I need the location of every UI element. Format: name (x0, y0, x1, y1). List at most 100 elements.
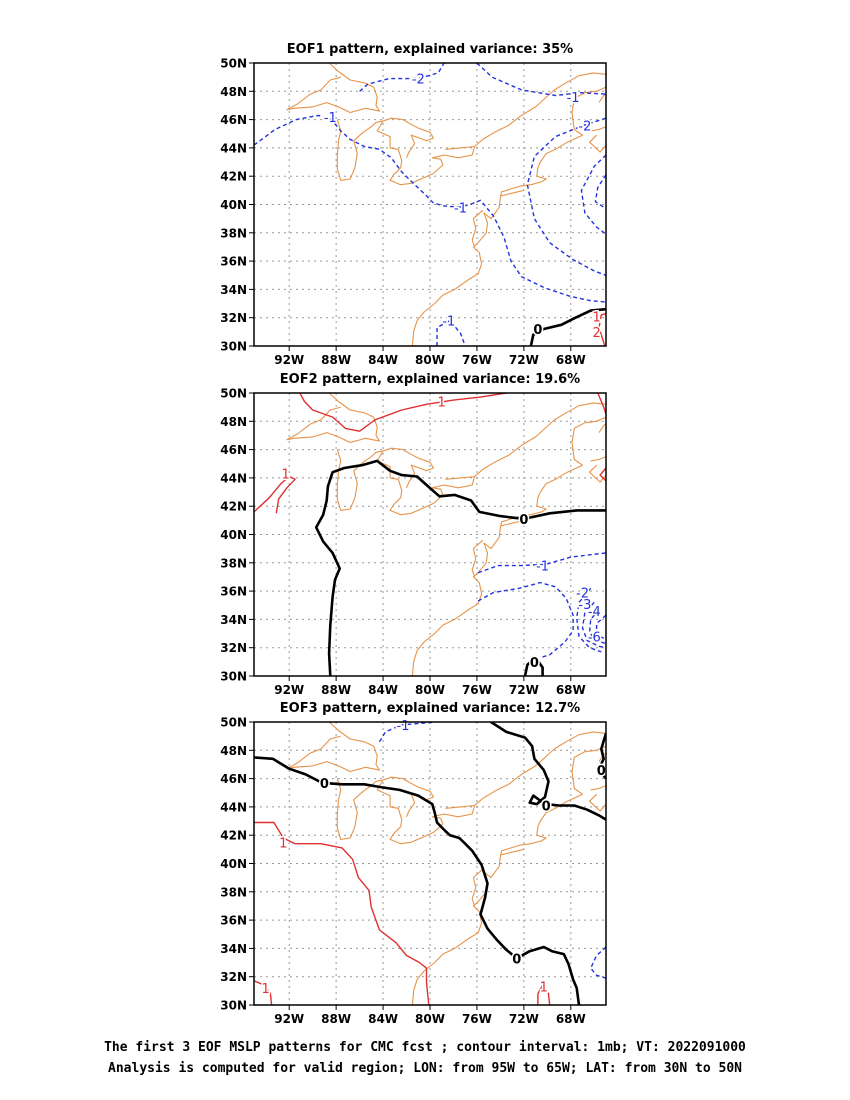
contour-label: 2 (592, 326, 600, 341)
y-tick-label: 32N (220, 641, 247, 655)
coastline (286, 63, 606, 346)
x-tick-label: 68W (556, 683, 586, 697)
x-tick-label: 92W (274, 683, 304, 697)
positive-contour (254, 821, 430, 1005)
contour-label: -1 (442, 315, 455, 330)
contour-label: 0 (597, 764, 606, 779)
panel-title: EOF1 pattern, explained variance: 35% (287, 42, 573, 57)
x-tick-label: 88W (321, 683, 351, 697)
contour-label: -2 (576, 587, 589, 602)
negative-contour (594, 174, 606, 210)
y-tick-label: 50N (220, 716, 247, 730)
contour-label: 1 (279, 836, 287, 851)
x-tick-labels: 92W 88W 84W 80W 76W 72W 68W (274, 1012, 586, 1026)
x-tick-label: 72W (509, 1012, 539, 1026)
y-tick-label: 30N (220, 670, 247, 684)
contour-label: 1 (282, 468, 290, 483)
contour-label: 0 (320, 777, 329, 792)
negative-contour (526, 117, 606, 276)
contour-label: -2 (578, 119, 591, 134)
contour-label: -1 (324, 111, 337, 126)
x-tick-labels: 92W 88W 84W 80W 76W 72W 68W (274, 353, 586, 367)
x-tick-label: 80W (415, 1012, 445, 1026)
x-tick-label: 84W (368, 353, 398, 367)
y-tick-label: 32N (220, 311, 247, 325)
caption-line-2: Analysis is computed for valid region; L… (108, 1061, 742, 1076)
y-tick-labels: 50N 48N 46N 44N 42N 40N 38N 36N 34N 32N 30N (220, 387, 247, 684)
y-tick-labels: 50N 48N 46N 44N 42N 40N 38N 36N 34N 32N 30N (220, 716, 247, 1013)
axis-ticks (249, 392, 572, 681)
y-tick-label: 38N (220, 885, 247, 899)
y-tick-label: 44N (220, 800, 247, 814)
positive-contour (299, 393, 507, 432)
positive-contour (597, 393, 606, 415)
y-tick-label: 40N (220, 857, 247, 871)
contour-label: 0 (512, 952, 521, 967)
y-tick-label: 40N (220, 198, 247, 212)
x-tick-label: 72W (509, 683, 539, 697)
y-tick-label: 42N (220, 170, 247, 184)
positive-contour (537, 984, 551, 1005)
caption-line-1: The first 3 EOF MSLP patterns for CMC fc… (104, 1040, 746, 1055)
y-tick-label: 36N (220, 255, 247, 269)
x-tick-label: 88W (321, 353, 351, 367)
zero-contour (523, 656, 544, 676)
y-tick-label: 50N (220, 387, 247, 401)
negative-contour (590, 946, 606, 979)
negative-contour (476, 63, 606, 97)
y-tick-label: 30N (220, 340, 247, 354)
y-tick-label: 42N (220, 500, 247, 514)
x-tick-label: 80W (415, 683, 445, 697)
eof-panel-1: -2 -1 -1 -2 -1 -1 0 12 92W 88W 84W 80W 76W 72W 68W 50N 4… (220, 42, 607, 367)
contour-label: 0 (530, 656, 539, 671)
y-tick-label: 42N (220, 829, 247, 843)
negative-contour (378, 722, 436, 743)
y-tick-labels: 50N 48N 46N 44N 42N 40N 38N 36N 34N 32N 30N (220, 57, 247, 354)
x-tick-label: 72W (509, 353, 539, 367)
x-tick-label: 68W (556, 1012, 586, 1026)
panel-title: EOF3 pattern, explained variance: 12.7% (280, 701, 580, 716)
zero-contour (314, 459, 606, 676)
y-tick-label: 48N (220, 85, 247, 99)
y-tick-label: 36N (220, 914, 247, 928)
y-tick-label: 48N (220, 744, 247, 758)
panel-title: EOF2 pattern, explained variance: 19.6% (280, 372, 580, 387)
negative-contour (576, 587, 602, 653)
x-tick-label: 84W (368, 683, 398, 697)
x-tick-label: 80W (415, 353, 445, 367)
positive-contour (599, 467, 606, 482)
contour-labels: 1 1 0 -1 -2-3-4 -6 0 (280, 394, 602, 672)
contour-label: 1 (262, 982, 270, 997)
zero-contour (529, 307, 606, 346)
contour-label: 1 (540, 981, 548, 996)
y-tick-label: 34N (220, 613, 247, 627)
contour-label: -4 (588, 605, 601, 620)
contour-label: -2 (412, 73, 425, 88)
x-tick-label: 88W (321, 1012, 351, 1026)
y-tick-label: 44N (220, 471, 247, 485)
positive-contour (254, 980, 273, 1005)
y-tick-label: 34N (220, 283, 247, 297)
contour-label: 1 (438, 396, 446, 411)
y-tick-label: 46N (220, 772, 247, 786)
x-tick-labels: 92W 88W 84W 80W 76W 72W 68W (274, 683, 586, 697)
y-tick-label: 46N (220, 443, 247, 457)
negative-contour (588, 609, 606, 645)
contour-lines (254, 722, 606, 1005)
grid-lines (254, 722, 606, 1005)
y-tick-label: 40N (220, 528, 247, 542)
axis-ticks (249, 721, 572, 1010)
y-tick-label: 38N (220, 226, 247, 240)
contour-label: -1 (536, 560, 549, 575)
contour-lines (254, 393, 606, 676)
x-tick-label: 92W (274, 353, 304, 367)
x-tick-label: 76W (462, 353, 492, 367)
y-tick-label: 34N (220, 942, 247, 956)
zero-contour (597, 732, 606, 780)
contour-labels: -1 0 0 0 1 0 1 1 (260, 717, 607, 998)
negative-contour (477, 552, 606, 574)
zero-contour (254, 756, 581, 1005)
contour-label: 0 (519, 513, 528, 528)
eof-panel-3: -1 0 0 0 1 0 1 1 92W 88W 84W 80W 76W 72W 68W 50N 48N 46N 4… (220, 701, 607, 1026)
